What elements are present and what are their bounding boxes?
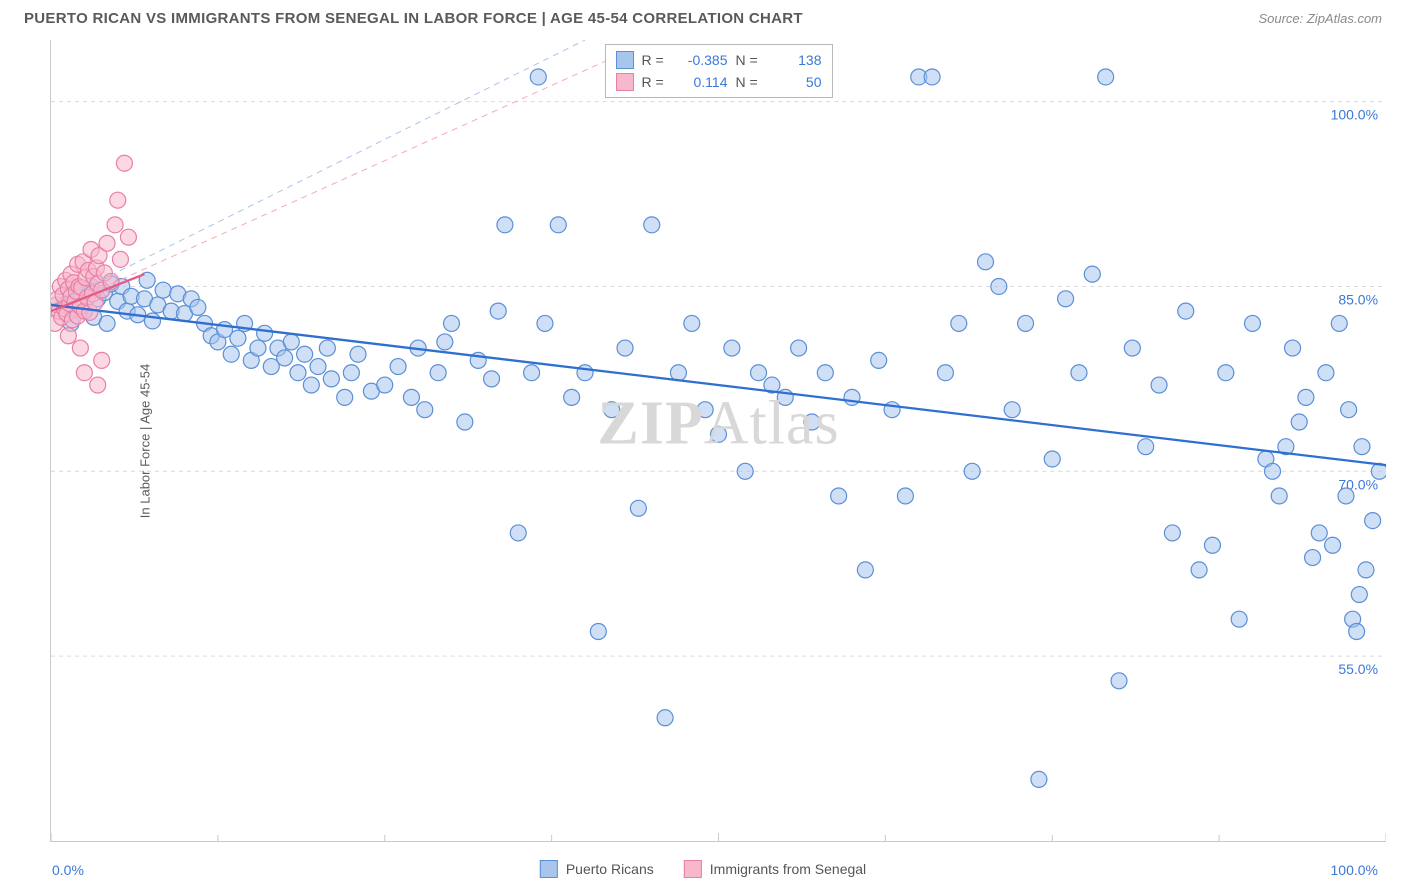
source-label: Source: ZipAtlas.com <box>1258 11 1382 26</box>
legend-swatch-2-icon <box>684 860 702 878</box>
series2-n-value: 50 <box>772 74 822 90</box>
scatter-svg: 55.0%70.0%85.0%100.0% <box>51 40 1386 841</box>
stat-label: N = <box>736 52 764 68</box>
legend-swatch-1-icon <box>540 860 558 878</box>
svg-text:55.0%: 55.0% <box>1338 661 1378 677</box>
stat-label: N = <box>736 74 764 90</box>
series1-swatch-icon <box>616 51 634 69</box>
series2-swatch-icon <box>616 73 634 91</box>
chart-title: PUERTO RICAN VS IMMIGRANTS FROM SENEGAL … <box>24 10 803 27</box>
svg-text:85.0%: 85.0% <box>1338 291 1378 307</box>
x-axis-min-label: 0.0% <box>52 862 84 878</box>
plot-region: 55.0%70.0%85.0%100.0% ZIPAtlas R = -0.38… <box>50 40 1386 842</box>
svg-text:100.0%: 100.0% <box>1331 107 1378 123</box>
stat-label: R = <box>642 74 670 90</box>
legend-label-1: Puerto Ricans <box>566 861 654 877</box>
x-axis-max-label: 100.0% <box>1331 862 1378 878</box>
series1-r-value: -0.385 <box>678 52 728 68</box>
chart-area: In Labor Force | Age 45-54 55.0%70.0%85.… <box>50 40 1386 842</box>
stat-label: R = <box>642 52 670 68</box>
series2-r-value: 0.114 <box>678 74 728 90</box>
legend-label-2: Immigrants from Senegal <box>710 861 866 877</box>
series1-n-value: 138 <box>772 52 822 68</box>
stats-legend: R = -0.385 N = 138 R = 0.114 N = 50 <box>605 44 833 98</box>
bottom-legend: Puerto Ricans Immigrants from Senegal <box>540 860 866 878</box>
